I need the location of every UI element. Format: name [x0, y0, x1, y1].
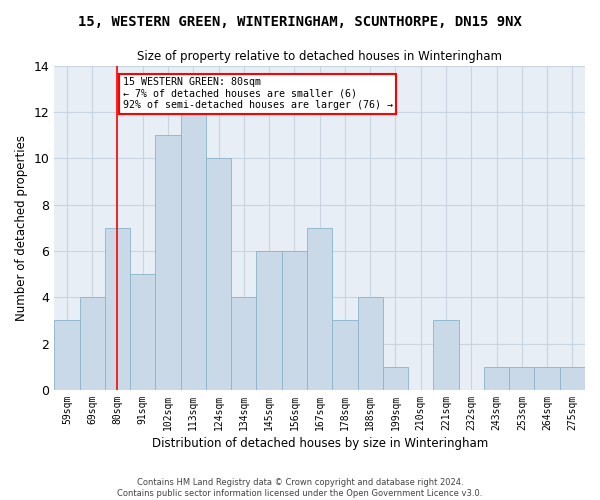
Bar — [282, 251, 307, 390]
Y-axis label: Number of detached properties: Number of detached properties — [15, 134, 28, 321]
Bar — [383, 367, 408, 390]
Bar — [433, 320, 458, 390]
Bar — [105, 228, 130, 390]
Bar — [535, 367, 560, 390]
Bar — [80, 298, 105, 390]
Bar — [206, 158, 231, 390]
Bar — [130, 274, 155, 390]
Bar — [332, 320, 358, 390]
Bar — [54, 320, 80, 390]
Text: 15, WESTERN GREEN, WINTERINGHAM, SCUNTHORPE, DN15 9NX: 15, WESTERN GREEN, WINTERINGHAM, SCUNTHO… — [78, 15, 522, 29]
Bar — [155, 135, 181, 390]
Bar — [560, 367, 585, 390]
Bar — [358, 298, 383, 390]
Text: Contains HM Land Registry data © Crown copyright and database right 2024.
Contai: Contains HM Land Registry data © Crown c… — [118, 478, 482, 498]
Bar — [256, 251, 282, 390]
Text: 15 WESTERN GREEN: 80sqm
← 7% of detached houses are smaller (6)
92% of semi-deta: 15 WESTERN GREEN: 80sqm ← 7% of detached… — [122, 77, 392, 110]
Bar — [231, 298, 256, 390]
Bar — [307, 228, 332, 390]
Bar — [181, 112, 206, 390]
X-axis label: Distribution of detached houses by size in Winteringham: Distribution of detached houses by size … — [152, 437, 488, 450]
Bar — [484, 367, 509, 390]
Title: Size of property relative to detached houses in Winteringham: Size of property relative to detached ho… — [137, 50, 502, 63]
Bar — [509, 367, 535, 390]
